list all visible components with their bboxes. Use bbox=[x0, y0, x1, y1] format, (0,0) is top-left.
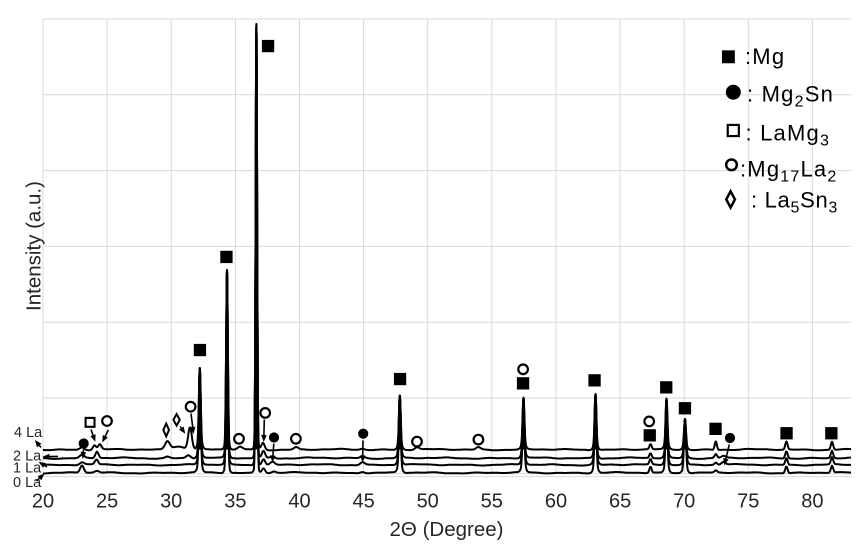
svg-text:4 La: 4 La bbox=[14, 425, 43, 441]
svg-text:70: 70 bbox=[673, 491, 695, 513]
svg-text:75: 75 bbox=[737, 491, 759, 513]
svg-text:1 La: 1 La bbox=[13, 460, 42, 476]
svg-text:25: 25 bbox=[96, 491, 118, 513]
svg-text:40: 40 bbox=[288, 491, 310, 513]
svg-text:0 La: 0 La bbox=[13, 475, 42, 491]
svg-text:30: 30 bbox=[160, 491, 182, 513]
svg-text:50: 50 bbox=[417, 491, 439, 513]
svg-text:2Θ (Degree): 2Θ (Degree) bbox=[390, 518, 504, 541]
svg-text:65: 65 bbox=[609, 491, 631, 513]
svg-text:80: 80 bbox=[801, 491, 823, 513]
svg-text:60: 60 bbox=[545, 491, 567, 513]
svg-text:45: 45 bbox=[352, 491, 374, 513]
svg-text::Mg: :Mg bbox=[745, 44, 785, 69]
svg-text:Intensity (a.u.): Intensity (a.u.) bbox=[23, 181, 46, 311]
svg-text:20: 20 bbox=[32, 491, 54, 513]
svg-text:: Mg2Sn: : Mg2Sn bbox=[747, 81, 834, 110]
svg-text:35: 35 bbox=[224, 491, 246, 513]
svg-text:: LaMg3: : LaMg3 bbox=[746, 120, 831, 149]
svg-text:55: 55 bbox=[481, 491, 503, 513]
